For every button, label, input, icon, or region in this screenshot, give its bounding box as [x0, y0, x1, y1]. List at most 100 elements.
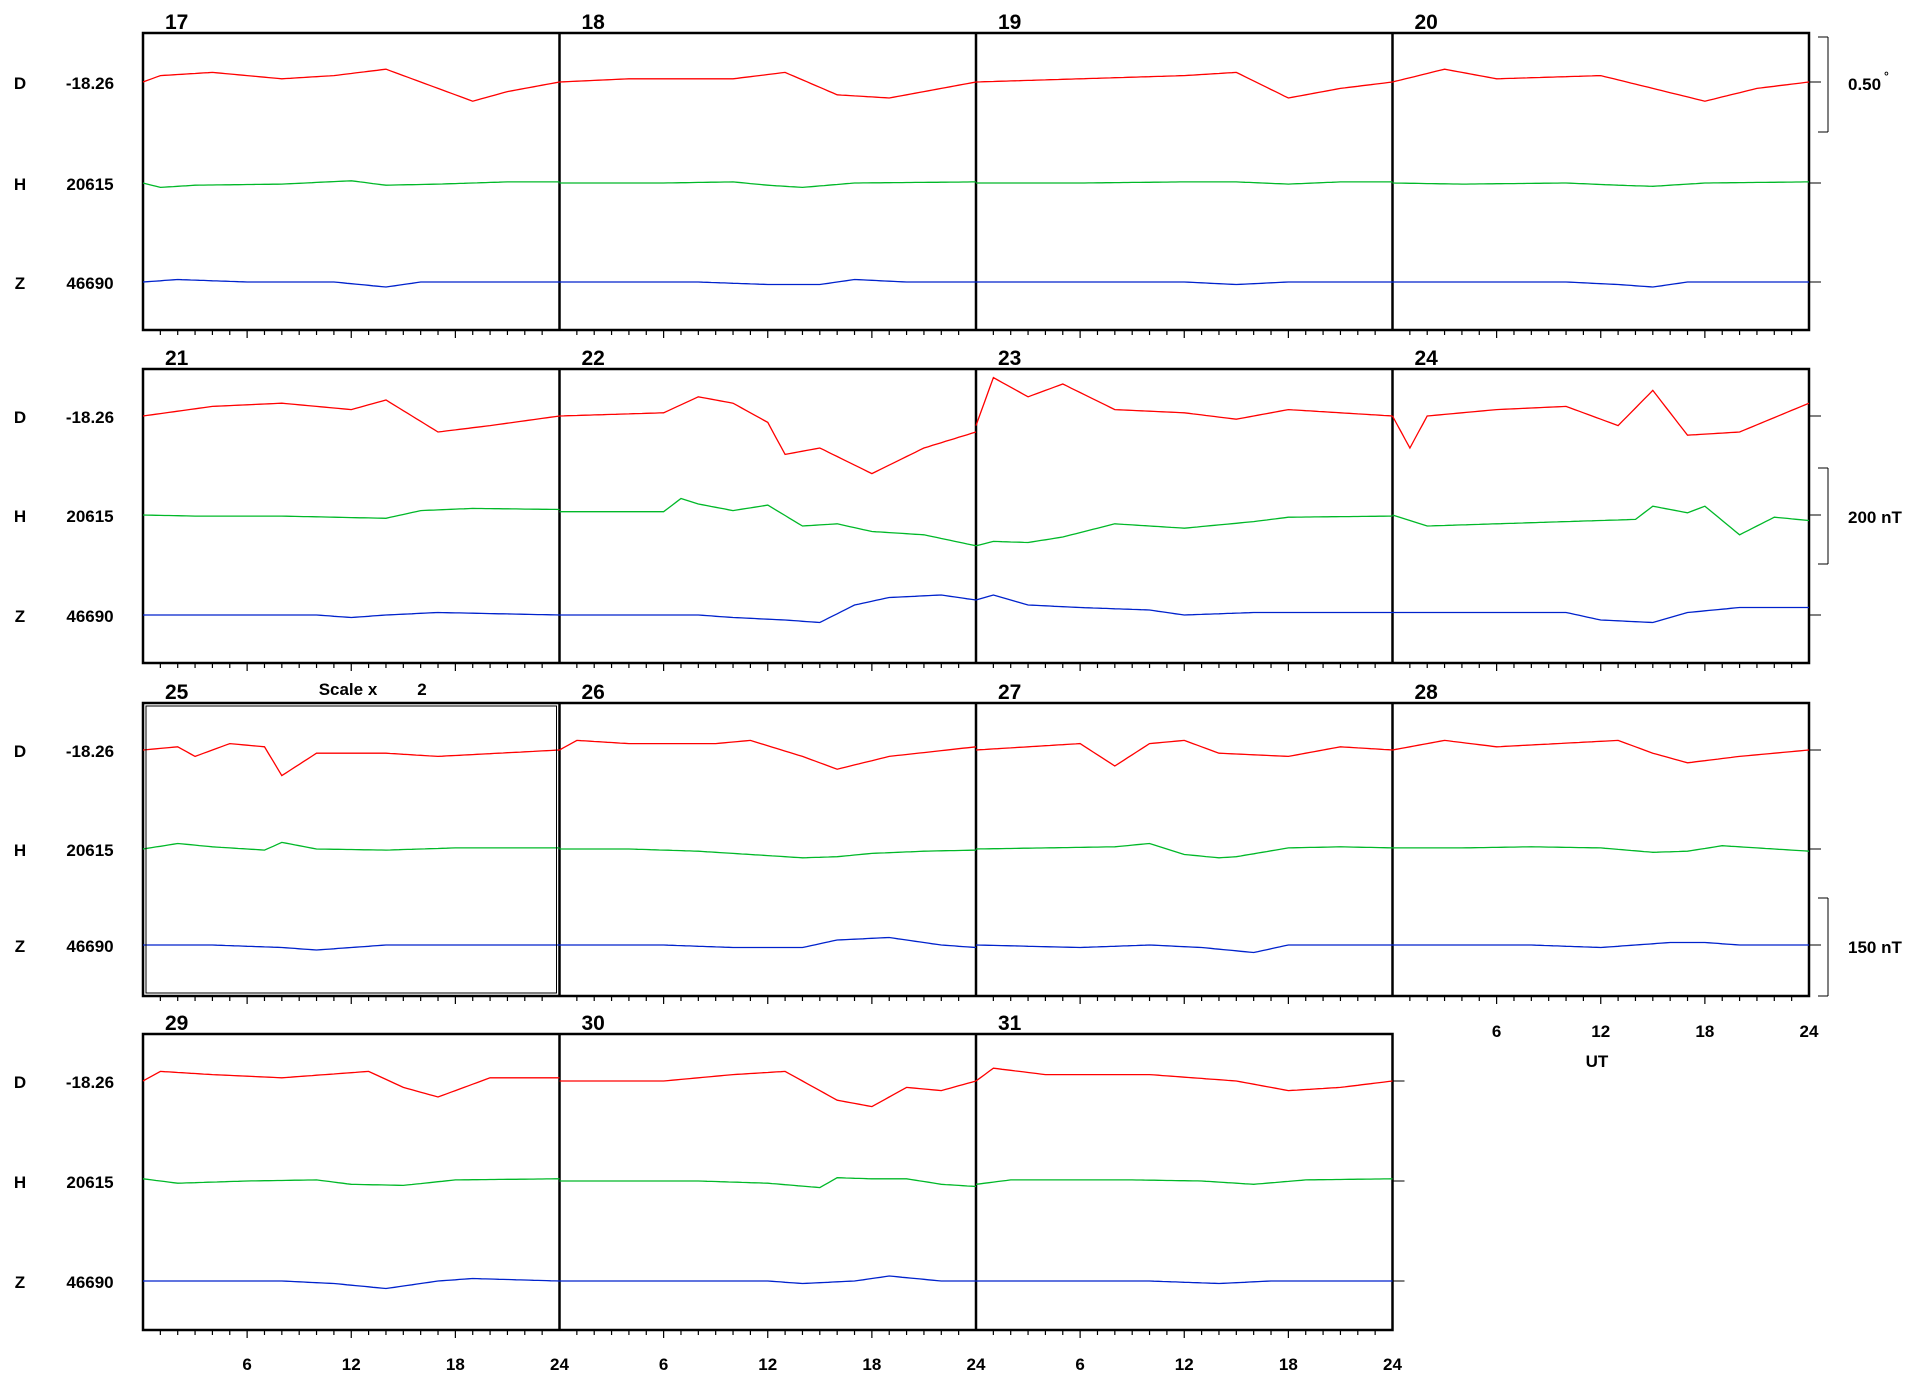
- trace-D-day-25: [142, 742, 560, 777]
- x-tick-label: 6: [242, 1355, 251, 1374]
- baseline-label-Z: 46690: [66, 1273, 113, 1292]
- trace-D-day-22: [559, 396, 977, 475]
- trace-D-day-17: [142, 68, 560, 102]
- day-label-26: 26: [582, 681, 605, 704]
- baseline-label-D: -18.26: [66, 742, 114, 761]
- scale-bar-label-1: 0.50: [1848, 75, 1881, 94]
- day-label-29: 29: [165, 1012, 188, 1035]
- x-tick-label: 12: [758, 1355, 777, 1374]
- trace-H-day-31: [975, 1178, 1393, 1185]
- baseline-label-Z: 46690: [66, 937, 113, 956]
- trace-Z-day-17: [142, 278, 560, 288]
- component-label-D: D: [14, 742, 26, 761]
- x-tick-label: 18: [1695, 1022, 1714, 1041]
- component-label-D: D: [14, 74, 26, 93]
- row-3: 25 26 27 28 D -18.26 H 20615 Z 46690: [14, 681, 1821, 1004]
- baseline-label-H: 20615: [66, 1173, 113, 1192]
- trace-Z-day-28: [1392, 941, 1809, 949]
- x-tick-label: 24: [1383, 1355, 1402, 1374]
- trace-Z-day-22: [559, 594, 977, 624]
- component-label-H: H: [14, 1173, 26, 1192]
- trace-H-day-22: [559, 497, 977, 547]
- trace-D-day-26: [559, 739, 977, 770]
- x-tick-label: 6: [1492, 1022, 1501, 1041]
- trace-D-day-23: [975, 376, 1393, 426]
- trace-Z-day-21: [143, 611, 560, 619]
- day-label-30: 30: [582, 1012, 605, 1035]
- baseline-label-D: -18.26: [66, 74, 114, 93]
- trace-Z-day-25: [143, 944, 560, 951]
- trace-D-day-19: [975, 71, 1393, 99]
- baseline-label-D: -18.26: [66, 1073, 114, 1092]
- baseline-label-H: 20615: [66, 507, 113, 526]
- trace-Z-day-19: [976, 281, 1393, 286]
- trace-H-day-26: [559, 848, 977, 859]
- x-tick-label: 24: [550, 1355, 569, 1374]
- trace-H-day-25: [142, 841, 560, 851]
- x-tick-label: 6: [659, 1355, 668, 1374]
- trace-D-day-28: [1392, 739, 1810, 764]
- trace-Z-day-20: [1392, 281, 1809, 288]
- trace-H-day-17: [142, 180, 560, 189]
- trace-H-day-19: [976, 181, 1393, 185]
- trace-D-day-31: [975, 1067, 1393, 1092]
- component-label-Z: Z: [15, 274, 25, 293]
- trace-Z-day-23: [975, 594, 1393, 616]
- day-label-27: 27: [998, 681, 1021, 704]
- day-label-20: 20: [1415, 11, 1438, 34]
- trace-Z-day-18: [559, 278, 976, 286]
- x-tick-label: 12: [342, 1355, 361, 1374]
- trace-H-day-30: [559, 1177, 977, 1189]
- trace-D-day-20: [1392, 68, 1810, 102]
- scale-bars: 0.50 ° 200 nT 150 nT: [1818, 36, 1902, 997]
- component-label-H: H: [14, 507, 26, 526]
- baseline-label-H: 20615: [66, 841, 113, 860]
- baseline-label-Z: 46690: [66, 274, 113, 293]
- x-tick-label: 24: [967, 1355, 986, 1374]
- trace-H-day-27: [975, 842, 1393, 859]
- day-label-31: 31: [998, 1012, 1022, 1035]
- x-axis-label: UT: [1586, 1052, 1609, 1071]
- day-label-19: 19: [998, 11, 1021, 34]
- trace-Z-day-27: [975, 944, 1393, 954]
- plot-root: 17 18 19 20 D -18.26 H 20615 Z 46690 21 22 23 24 D -18.…: [14, 11, 1903, 1374]
- day-label-24: 24: [1415, 347, 1439, 370]
- x-tick-label: 18: [1279, 1355, 1298, 1374]
- trace-H-day-18: [559, 181, 976, 189]
- x-axis-labels: 6 12 18 24 6 12 18 24 6 12 18 24 6 12 18 24 UT: [242, 1022, 1819, 1374]
- trace-H-day-29: [142, 1178, 560, 1187]
- day-label-18: 18: [582, 11, 606, 34]
- day-label-28: 28: [1415, 681, 1439, 704]
- trace-D-day-21: [142, 399, 560, 433]
- component-label-H: H: [14, 841, 26, 860]
- component-label-D: D: [14, 1073, 26, 1092]
- baseline-label-Z: 46690: [66, 607, 113, 626]
- trace-Z-day-31: [976, 1280, 1393, 1285]
- scale-note: Scale x 2: [145, 680, 557, 994]
- component-label-Z: Z: [15, 607, 25, 626]
- day-label-23: 23: [998, 347, 1021, 370]
- row-2: 21 22 23 24 D -18.26 H 20615 Z 46690: [14, 347, 1821, 671]
- day-label-21: 21: [165, 347, 189, 370]
- day-label-25: 25: [165, 681, 189, 704]
- scale-bar-label-2: 200 nT: [1848, 508, 1902, 527]
- trace-H-day-23: [975, 515, 1393, 547]
- trace-Z-day-30: [559, 1275, 976, 1285]
- day-label-17: 17: [165, 11, 188, 34]
- day-label-22: 22: [582, 347, 605, 370]
- x-tick-label: 12: [1591, 1022, 1610, 1041]
- scale-bar-unit-mark: °: [1884, 69, 1889, 83]
- trace-H-day-20: [1392, 181, 1809, 187]
- component-label-H: H: [14, 175, 26, 194]
- trace-Z-day-24: [1392, 606, 1809, 624]
- trace-Z-day-29: [143, 1277, 560, 1290]
- scale-note-box: [145, 705, 557, 994]
- trace-D-day-24: [1391, 389, 1810, 450]
- trace-D-day-29: [142, 1070, 560, 1098]
- x-tick-label: 18: [446, 1355, 465, 1374]
- component-label-Z: Z: [15, 937, 25, 956]
- trace-H-day-24: [1392, 505, 1810, 536]
- row-1: 17 18 19 20 D -18.26 H 20615 Z 46690: [14, 11, 1821, 338]
- baseline-label-D: -18.26: [66, 408, 114, 427]
